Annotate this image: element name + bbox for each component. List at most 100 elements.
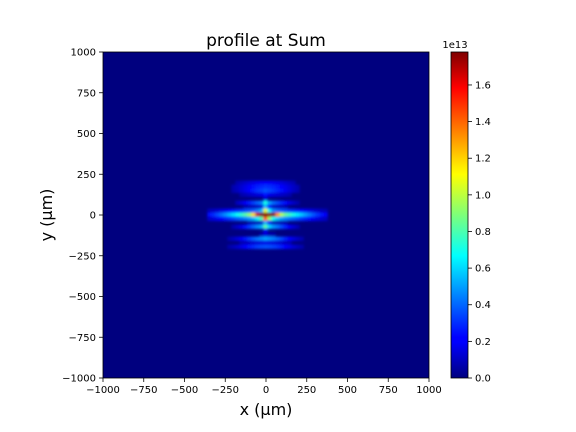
heatmap-cell bbox=[267, 180, 272, 186]
heatmap-cell bbox=[247, 240, 252, 246]
heatmap-cell bbox=[215, 216, 220, 222]
heatmap-cell bbox=[267, 220, 272, 226]
heatmap-cell bbox=[275, 216, 280, 222]
heatmap-cell bbox=[291, 224, 296, 230]
heatmap-cell bbox=[279, 224, 284, 230]
heatmap-cell bbox=[271, 220, 276, 226]
heatmap-cell bbox=[271, 204, 276, 210]
heatmap-cell bbox=[223, 212, 228, 218]
heatmap-cell bbox=[243, 188, 248, 194]
heatmap-cell bbox=[283, 200, 288, 206]
heatmap-cell bbox=[263, 244, 268, 250]
heatmap-cell bbox=[319, 216, 324, 222]
heatmap-cell bbox=[243, 240, 248, 246]
heatmap-cell bbox=[255, 192, 260, 198]
heatmap-cell bbox=[287, 240, 292, 246]
x-tick-label: 250 bbox=[297, 385, 316, 396]
heatmap-cell bbox=[227, 244, 232, 250]
heatmap-cell bbox=[315, 216, 320, 222]
heatmap-cell bbox=[271, 224, 276, 230]
heatmap-cell bbox=[219, 216, 224, 222]
heatmap-cell bbox=[247, 224, 252, 230]
heatmap-cell bbox=[251, 236, 256, 242]
y-tick-label: −1000 bbox=[62, 374, 96, 385]
heatmap-cell bbox=[287, 208, 292, 214]
heatmap-cell bbox=[279, 212, 284, 218]
heatmap-cell bbox=[251, 212, 256, 218]
heatmap-cell bbox=[323, 216, 328, 222]
heatmap-cell bbox=[275, 208, 280, 214]
heatmap-cell bbox=[263, 192, 268, 198]
heatmap-cell bbox=[259, 232, 264, 238]
heatmap-cell bbox=[279, 236, 284, 242]
heatmap-cell bbox=[231, 208, 236, 214]
colorbar-tick-label: 1.2 bbox=[475, 154, 491, 165]
heatmap-cell bbox=[247, 220, 252, 226]
heatmap-cell bbox=[279, 244, 284, 250]
heatmap-cell bbox=[239, 180, 244, 186]
heatmap-cell bbox=[247, 188, 252, 194]
heatmap-cell bbox=[307, 208, 312, 214]
x-tick-label: 500 bbox=[338, 385, 357, 396]
heatmap-cell bbox=[259, 204, 264, 210]
heatmap-cell bbox=[263, 196, 268, 202]
heatmap-cell bbox=[283, 204, 288, 210]
heatmap-cell bbox=[255, 180, 260, 186]
heatmap-cell bbox=[287, 192, 292, 198]
heatmap-cell bbox=[227, 216, 232, 222]
heatmap-cell bbox=[295, 216, 300, 222]
heatmap-cell bbox=[235, 236, 240, 242]
heatmap-cell bbox=[251, 192, 256, 198]
colorbar: 1e13 0.0 0.2 0.4 0.6 0.8 1.0 1.2 1.4 1.6 bbox=[442, 40, 491, 385]
heatmap-cell bbox=[287, 216, 292, 222]
heatmap-cell bbox=[271, 192, 276, 198]
heatmap-cell bbox=[291, 212, 296, 218]
heatmap-cell bbox=[251, 216, 256, 222]
colorbar-tick-label: 1.0 bbox=[475, 190, 491, 201]
heatmap-cell bbox=[279, 220, 284, 226]
heatmap-cell bbox=[243, 180, 248, 186]
x-tick-label: −1000 bbox=[86, 385, 120, 396]
heatmap-cell bbox=[323, 212, 328, 218]
heatmap-cell bbox=[283, 212, 288, 218]
heatmap-field bbox=[207, 180, 328, 250]
heatmap-cell bbox=[295, 184, 300, 190]
heatmap-cell bbox=[239, 188, 244, 194]
heatmap-cell bbox=[311, 208, 316, 214]
heatmap-cell bbox=[287, 200, 292, 206]
heatmap-cell bbox=[247, 184, 252, 190]
heatmap-cell bbox=[263, 188, 268, 194]
colorbar-tick-label: 0.0 bbox=[475, 374, 491, 385]
heatmap-cell bbox=[251, 204, 256, 210]
heatmap-cell bbox=[279, 188, 284, 194]
heatmap-cell bbox=[231, 188, 236, 194]
heatmap-cell bbox=[263, 232, 268, 238]
heatmap-cell bbox=[267, 216, 272, 222]
heatmap-cell bbox=[235, 216, 240, 222]
heatmap-cell bbox=[235, 244, 240, 250]
heatmap-cell bbox=[247, 180, 252, 186]
heatmap-cell bbox=[271, 244, 276, 250]
heatmap-cell bbox=[235, 200, 240, 206]
heatmap-cell bbox=[215, 212, 220, 218]
heatmap-cell bbox=[267, 240, 272, 246]
heatmap-cell bbox=[271, 180, 276, 186]
heatmap-cell bbox=[319, 212, 324, 218]
heatmap-cell bbox=[311, 216, 316, 222]
heatmap-cell bbox=[267, 212, 272, 218]
heatmap-cell bbox=[315, 212, 320, 218]
heatmap-cell bbox=[243, 244, 248, 250]
colorbar-gradient bbox=[450, 51, 469, 379]
heatmap-cell bbox=[239, 224, 244, 230]
x-axis: −1000 −750 −500 −250 0 250 500 750 1000 bbox=[86, 378, 442, 396]
heatmap-cell bbox=[287, 188, 292, 194]
heatmap-cell bbox=[259, 220, 264, 226]
heatmap-cell bbox=[315, 208, 320, 214]
heatmap-cell bbox=[259, 208, 264, 214]
heatmap-cell bbox=[251, 224, 256, 230]
heatmap-cell bbox=[267, 244, 272, 250]
heatmap-cell bbox=[271, 208, 276, 214]
heatmap-cell bbox=[263, 184, 268, 190]
chart-title: profile at Sum bbox=[206, 31, 326, 51]
heatmap-cell bbox=[255, 244, 260, 250]
